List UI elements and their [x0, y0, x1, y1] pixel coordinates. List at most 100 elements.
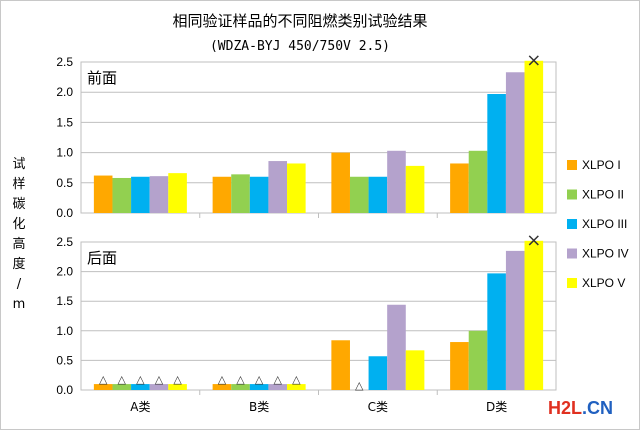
y-tick-label: 1.0 — [56, 324, 73, 338]
bar — [468, 150, 488, 213]
y-tick-label: 1.5 — [56, 115, 73, 129]
burnout-marker: × — [526, 50, 541, 71]
bar — [387, 150, 406, 213]
no-damage-marker: △ — [292, 373, 301, 386]
bar — [524, 60, 544, 214]
bar — [368, 356, 388, 390]
no-damage-marker: △ — [136, 373, 145, 386]
bar — [168, 384, 187, 390]
bar — [405, 165, 425, 213]
bar — [505, 250, 525, 390]
bar — [212, 176, 232, 213]
no-damage-marker: △ — [236, 373, 245, 386]
bar — [287, 163, 306, 213]
bar — [349, 176, 369, 213]
y-tick-label: 2.0 — [56, 265, 73, 279]
legend-label: XLPO V — [582, 276, 625, 290]
y-tick-label: 0.5 — [56, 176, 73, 190]
bar — [487, 94, 506, 213]
bar — [93, 384, 113, 390]
legend-label: XLPO II — [582, 188, 624, 202]
no-damage-marker: △ — [355, 379, 364, 392]
legend-label: XLPO III — [582, 217, 627, 231]
bar — [450, 342, 469, 390]
no-damage-marker: △ — [273, 373, 282, 386]
legend-swatch — [567, 278, 577, 288]
y-tick-label: 2.5 — [56, 235, 73, 249]
bars — [93, 60, 544, 214]
panel-label: 前面 — [87, 69, 117, 87]
bar — [405, 350, 425, 390]
bar — [212, 384, 232, 390]
no-damage-marker: △ — [255, 373, 264, 386]
bar — [249, 176, 269, 213]
y-axis-label-char: m — [13, 297, 26, 312]
bar — [268, 384, 288, 390]
bar — [468, 330, 488, 390]
bar — [505, 72, 525, 213]
no-damage-marker: △ — [118, 373, 127, 386]
svg-text:H2L.CN: H2L.CN — [548, 398, 613, 418]
legend-swatch — [567, 219, 577, 229]
legend-swatch — [567, 189, 577, 200]
y-tick-label: 1.0 — [56, 146, 73, 160]
x-tick-label: C类 — [368, 400, 388, 414]
no-damage-marker: △ — [99, 373, 108, 386]
y-tick-label: 0.0 — [56, 206, 73, 220]
y-tick-label: 0.0 — [56, 383, 73, 397]
y-axis-label-char: 化 — [12, 217, 25, 232]
legend: XLPO I XLPO II XLPO III XLPO IV XLPO V — [567, 158, 629, 290]
y-axis-label-char: 碳 — [12, 197, 25, 212]
no-damage-marker: △ — [173, 373, 182, 386]
bar — [268, 161, 288, 213]
y-tick-label: 1.5 — [56, 294, 73, 308]
bar — [287, 384, 306, 390]
watermark-part1: H2L — [548, 398, 582, 418]
bar — [331, 152, 350, 213]
bar — [487, 273, 506, 390]
y-tick-label: 2.5 — [56, 55, 73, 69]
legend-swatch — [567, 248, 577, 259]
bar — [168, 173, 187, 213]
bar — [231, 384, 250, 390]
bar — [112, 384, 132, 390]
y-tick-label: 2.0 — [56, 85, 73, 99]
chart-subtitle: (WDZA-BYJ 450/750V 2.5) — [210, 39, 390, 54]
y-axis-label-char: 高 — [12, 236, 25, 252]
bar — [131, 384, 150, 390]
y-tick-label: 0.5 — [56, 353, 73, 367]
legend-label: XLPO I — [582, 158, 621, 172]
x-tick-label: D类 — [486, 400, 507, 414]
bar — [93, 175, 113, 213]
panels: 0.0 0.5 1.0 1.5 2.0 2.5 × 前面 0.0 0.5 1.0 1.5 2.0 2.5 △… — [56, 50, 557, 414]
panel-label: 后面 — [87, 249, 117, 267]
legend-swatch — [567, 160, 577, 170]
bar — [231, 174, 250, 213]
panel-1: 0.0 0.5 1.0 1.5 2.0 2.5 × 前面 — [56, 50, 557, 220]
bar — [368, 176, 388, 213]
bar — [524, 240, 544, 390]
chart-title: 相同验证样品的不同阻燃类别试验结果 — [172, 12, 427, 30]
no-damage-marker: △ — [218, 373, 227, 386]
bar — [131, 176, 150, 213]
bars — [93, 240, 544, 390]
panel-2: 0.0 0.5 1.0 1.5 2.0 2.5 △ △ △ △ △ △ △ △ △ △ △ × 后面 — [56, 230, 557, 397]
y-axis-label-char: 度 — [12, 256, 25, 272]
bar — [249, 384, 269, 390]
x-tick-label: A类 — [130, 400, 150, 414]
burnout-marker: × — [526, 230, 541, 251]
y-axis-label-char: 样 — [12, 177, 25, 192]
bar — [450, 163, 469, 213]
bar — [149, 176, 169, 213]
y-axis-label-char: 试 — [12, 157, 25, 172]
bar — [387, 304, 406, 390]
watermark-part2: .CN — [582, 398, 613, 418]
bar — [149, 384, 169, 390]
no-damage-marker: △ — [155, 373, 164, 386]
bar — [112, 177, 132, 213]
legend-label: XLPO IV — [582, 247, 629, 261]
watermark: H2L.CN — [548, 398, 613, 418]
y-axis-label-char: / — [17, 277, 22, 292]
